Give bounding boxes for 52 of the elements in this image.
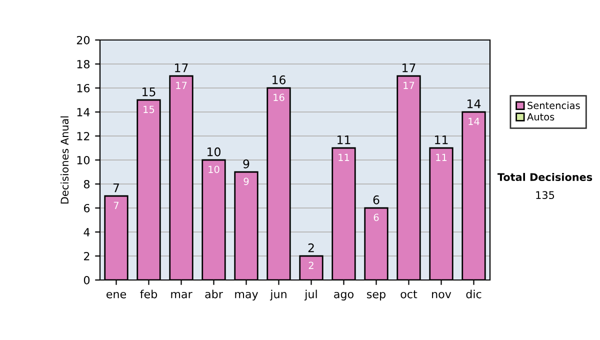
- text: Total Decisiones: [497, 172, 592, 182]
- x-tick-label: dic: [466, 290, 482, 298]
- total-label: 17: [175, 64, 188, 72]
- data-label: 9: [244, 178, 249, 186]
- total-label: 11: [338, 136, 350, 144]
- x-tick-label: abr: [205, 290, 223, 298]
- y-tick-label: 20: [76, 36, 90, 44]
- x-tick-label: feb: [140, 290, 158, 298]
- y-tick-label: 10: [77, 156, 90, 164]
- total-label: 14: [468, 100, 481, 108]
- y-tick-label: 6: [84, 204, 90, 212]
- x-tick-label: ene: [106, 292, 126, 298]
- y-tick-label: 18: [77, 60, 90, 68]
- total-label: 16: [272, 75, 286, 84]
- data-label: 7: [114, 202, 119, 209]
- y-tick-label: 16: [77, 84, 90, 92]
- total-label: 17: [402, 64, 416, 72]
- data-label: 11: [436, 154, 447, 161]
- total-label: 2: [308, 243, 314, 252]
- data-label: 14: [468, 118, 480, 125]
- total-label: 9: [243, 159, 250, 168]
- legend-label: Autos: [527, 113, 554, 120]
- data-label: 17: [404, 82, 414, 89]
- data-label: 15: [144, 106, 154, 114]
- y-tick-label: 4: [84, 228, 90, 236]
- total-label: 7: [113, 184, 119, 192]
- y-tick-label: 12: [77, 132, 90, 140]
- data-label: 6: [374, 214, 379, 222]
- x-tick-label: may: [235, 292, 258, 300]
- data-label: 2: [308, 262, 314, 269]
- y-tick-label: 8: [84, 180, 90, 188]
- total-label: 15: [142, 88, 156, 96]
- x-tick-label: mar: [171, 292, 192, 298]
- text: 135: [536, 191, 554, 200]
- y-tick-label: 0: [84, 276, 90, 284]
- x-tick-label: nov: [432, 292, 452, 298]
- total-label: 11: [435, 136, 448, 144]
- x-tick-label: sep: [367, 292, 386, 300]
- x-tick-label: jun: [270, 290, 286, 300]
- total-label: 10: [208, 147, 220, 156]
- x-tick-label: oct: [400, 290, 418, 298]
- data-label: 11: [338, 154, 350, 161]
- data-label: 10: [208, 166, 220, 174]
- legend-label: Sentencias: [528, 102, 580, 110]
- data-label: 16: [274, 94, 284, 102]
- data-label: 17: [176, 82, 187, 89]
- y-tick-label: 14: [77, 108, 90, 116]
- x-tick-label: ago: [334, 292, 354, 300]
- y-axis-title: Decisiones Anual: [60, 116, 69, 204]
- x-tick-label: jul: [304, 290, 317, 300]
- y-tick-label: 2: [84, 252, 90, 260]
- total-label: 6: [373, 195, 380, 204]
